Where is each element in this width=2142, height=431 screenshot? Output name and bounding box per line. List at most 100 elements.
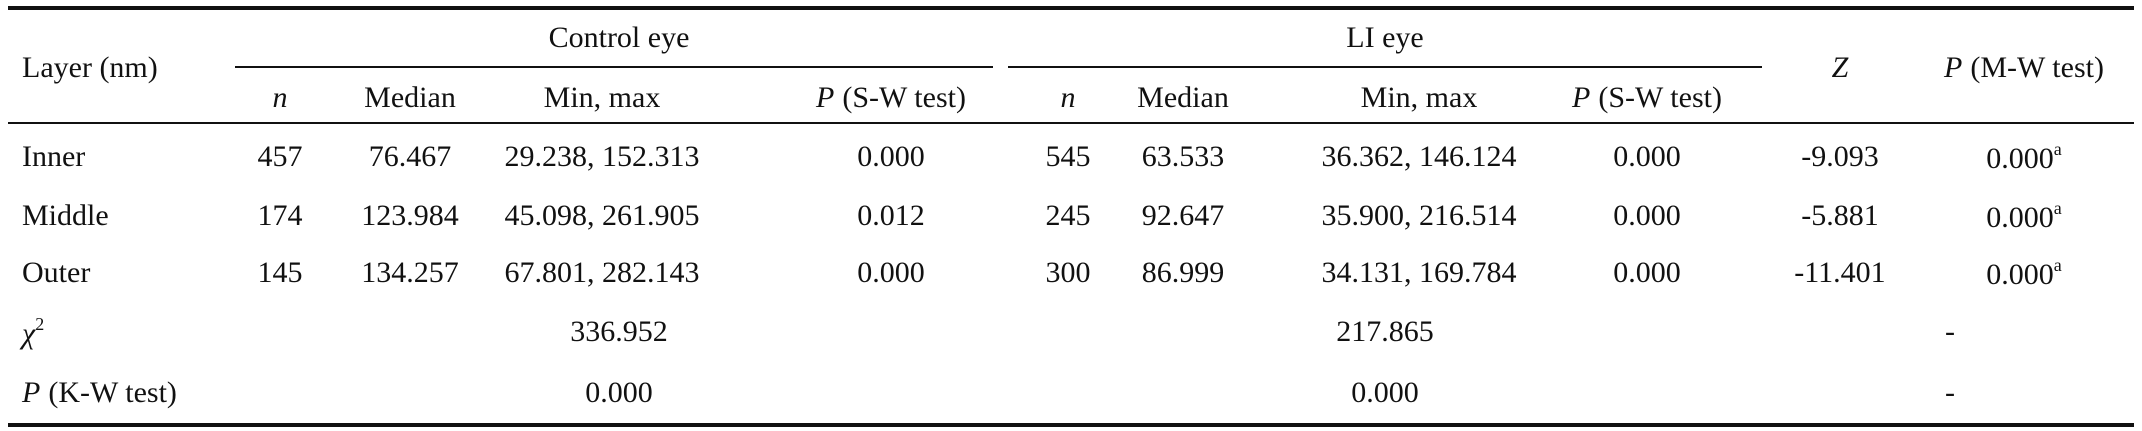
- col-header: Median: [364, 83, 456, 113]
- col-header: Min, max: [1361, 83, 1478, 113]
- cell-value: 545: [1046, 142, 1091, 172]
- cell-value: 0.000a: [1986, 256, 2062, 290]
- cell-value-text: 92.647: [1141, 199, 1225, 232]
- cell-value-text: 336.952: [570, 315, 668, 348]
- row-label-text: (K-W test): [48, 376, 177, 409]
- cell-value-text: a: [2053, 255, 2062, 276]
- cell-value-text: 0.000: [585, 376, 653, 409]
- col-header: n: [273, 83, 288, 113]
- group-name-text: Control eye: [548, 21, 690, 54]
- group-rule: [235, 66, 993, 68]
- cell-value-text: 134.257: [361, 256, 459, 289]
- row-label: Outer: [22, 258, 90, 288]
- header-layer-text: Layer (nm): [22, 51, 158, 84]
- cell-value: 245: [1046, 201, 1091, 231]
- cell-value: 92.647: [1142, 201, 1225, 231]
- cell-value: 0.000: [857, 258, 925, 288]
- cell-value: 0.000: [1351, 378, 1419, 408]
- col-header: n: [1061, 83, 1076, 113]
- cell-value: -: [1945, 317, 1955, 347]
- cell-value: 0.000a: [1986, 199, 2062, 233]
- group-rule: [1008, 66, 1762, 68]
- col-header-text: P: [1572, 81, 1591, 114]
- cell-value-text: 545: [1045, 140, 1091, 173]
- row-label-text: P: [22, 376, 41, 409]
- cell-value: 0.000: [857, 142, 925, 172]
- cell-value: 0.000: [1613, 142, 1681, 172]
- cell-value: 174: [258, 201, 303, 231]
- cell-value-text: a: [2053, 198, 2062, 219]
- cell-value: 457: [258, 142, 303, 172]
- col-header: Z: [1832, 53, 1849, 83]
- row-label-text: 2: [35, 314, 45, 335]
- cell-value-text: 0.000: [857, 140, 925, 173]
- cell-value: 0.000: [585, 378, 653, 408]
- cell-value-text: a: [2053, 139, 2062, 160]
- cell-value-text: -: [1945, 315, 1955, 348]
- header-layer: Layer (nm): [22, 53, 158, 83]
- col-header-text: n: [1060, 81, 1076, 114]
- cell-value-text: 0.012: [857, 199, 925, 232]
- cell-value: 145: [258, 258, 303, 288]
- col-header: P (M-W test): [1944, 53, 2104, 83]
- cell-value-text: -5.881: [1801, 199, 1879, 232]
- col-header-text: Median: [1137, 81, 1229, 114]
- cell-value: 123.984: [361, 201, 459, 231]
- col-header-text: Min, max: [1360, 81, 1478, 114]
- col-header-text: Median: [364, 81, 456, 114]
- cell-value-text: 174: [257, 199, 303, 232]
- cell-value: 134.257: [361, 258, 459, 288]
- col-header-text: P: [816, 81, 835, 114]
- col-header-text: Z: [1831, 51, 1849, 84]
- cell-value-text: 34.131, 169.784: [1321, 256, 1517, 289]
- cell-value-text: -: [1945, 376, 1955, 409]
- cell-value-text: 45.098, 261.905: [504, 199, 700, 232]
- col-header: Median: [1137, 83, 1229, 113]
- cell-value-text: 0.000: [1613, 256, 1681, 289]
- row-label: Middle: [22, 201, 109, 231]
- col-header: Min, max: [544, 83, 661, 113]
- cell-value: 63.533: [1142, 142, 1225, 172]
- cell-value: 0.000a: [1986, 140, 2062, 174]
- row-label: χ2: [22, 315, 44, 349]
- cell-value: 45.098, 261.905: [505, 201, 700, 231]
- row-label-text: Outer: [22, 256, 91, 289]
- cell-value-text: 35.900, 216.514: [1321, 199, 1517, 232]
- group-name: Control eye: [549, 23, 690, 53]
- cell-value: 0.012: [857, 201, 925, 231]
- cell-value-text: 76.467: [368, 140, 452, 173]
- cell-value-text: 457: [257, 140, 303, 173]
- cell-value-text: -9.093: [1801, 140, 1879, 173]
- top-rule: [8, 6, 2134, 10]
- bottom-rule: [8, 423, 2134, 427]
- group-name-text: LI eye: [1346, 21, 1424, 54]
- col-header-text: n: [272, 81, 288, 114]
- col-header-text: (S-W test): [1598, 81, 1722, 114]
- cell-value: 76.467: [369, 142, 452, 172]
- cell-value: -5.881: [1801, 201, 1879, 231]
- cell-value-text: 86.999: [1141, 256, 1225, 289]
- col-header-text: Min, max: [543, 81, 661, 114]
- cell-value-text: 0.000: [857, 256, 925, 289]
- cell-value-text: 0.000: [1613, 199, 1681, 232]
- cell-value: -11.401: [1794, 258, 1885, 288]
- cell-value: 300: [1046, 258, 1091, 288]
- cell-value-text: 0.000: [1986, 257, 2054, 291]
- cell-value: 34.131, 169.784: [1322, 258, 1517, 288]
- cell-value-text: 300: [1045, 256, 1091, 289]
- cell-value-text: 123.984: [361, 199, 459, 232]
- cell-value: 336.952: [570, 317, 668, 347]
- cell-value: -: [1945, 378, 1955, 408]
- cell-value-text: 29.238, 152.313: [504, 140, 700, 173]
- cell-value-text: -11.401: [1794, 256, 1886, 289]
- row-label-text: Inner: [22, 140, 86, 173]
- cell-value: 86.999: [1142, 258, 1225, 288]
- cell-value-text: 217.865: [1336, 315, 1434, 348]
- cell-value-text: 245: [1045, 199, 1091, 232]
- cell-value-text: 63.533: [1141, 140, 1225, 173]
- cell-value: 217.865: [1336, 317, 1434, 347]
- cell-value-text: 0.000: [1986, 141, 2054, 175]
- cell-value: -9.093: [1801, 142, 1879, 172]
- cell-value: 67.801, 282.143: [505, 258, 700, 288]
